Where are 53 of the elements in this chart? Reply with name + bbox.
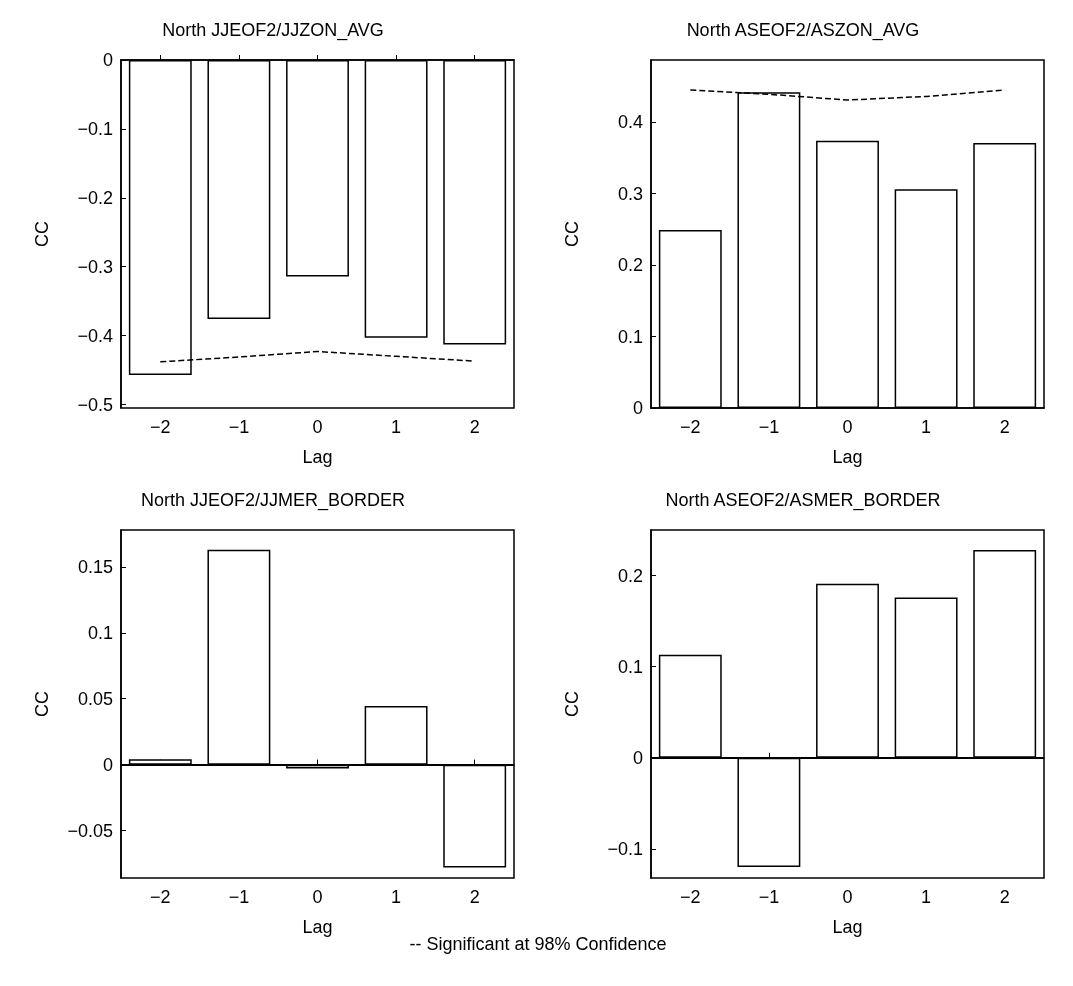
x-tick-label: 2 [469,887,480,907]
y-tick-label: 0 [102,50,113,70]
chart-title: North JJEOF2/JJZON_AVG [162,20,384,41]
x-tick-label: 1 [391,887,402,907]
x-tick-label: −2 [680,887,701,907]
x-tick-label: 1 [921,887,932,907]
x-axis-title: Lag [832,447,863,467]
x-tick-label: 1 [921,417,932,437]
y-tick-label: −0.2 [77,187,113,208]
y-tick-label: 0.1 [617,326,643,347]
x-axis-title: Lag [832,917,863,937]
y-axis-title: CC [32,691,52,717]
x-tick-label: 2 [469,417,480,437]
y-tick-label: 0 [632,747,643,768]
x-tick-label: 0 [312,887,323,907]
y-tick-label: 0.1 [87,622,113,643]
y-tick-label: 0.4 [617,112,643,133]
x-tick-label: −1 [758,417,780,437]
y-tick-label: 0.3 [617,183,643,204]
y-tick-label: 0.05 [77,688,113,709]
y-tick-label: −0.4 [77,325,113,346]
y-axis-title: CC [562,221,582,247]
x-tick-label: 2 [999,887,1010,907]
x-axis-title: Lag [302,447,333,467]
x-tick-label: 2 [999,417,1010,437]
x-tick-label: −2 [150,887,171,907]
chart-title: North ASEOF2/ASMER_BORDER [665,490,941,511]
y-tick-label: −0.1 [607,838,643,859]
y-tick-label: 0.2 [617,255,643,276]
y-axis-title: CC [562,691,582,717]
x-tick-label: −1 [758,887,780,907]
text: -- Significant at 98% Confidence [409,934,667,954]
y-tick-label: −0.1 [77,118,113,139]
x-tick-label: −2 [680,417,701,437]
y-tick-label: −0.3 [77,256,113,277]
y-tick-label: 0.2 [617,565,643,586]
x-tick-label: −1 [228,887,250,907]
y-axis-title: CC [32,221,52,247]
y-tick-label: 0 [102,754,113,775]
y-tick-label: 0.1 [617,656,643,677]
x-tick-label: 0 [842,887,853,907]
x-tick-label: 0 [842,417,853,437]
x-tick-label: −2 [150,417,171,437]
y-tick-label: 0.15 [77,556,113,577]
chart-title: North ASEOF2/ASZON_AVG [686,20,920,41]
x-tick-label: 1 [391,417,402,437]
y-tick-label: 0 [632,398,643,418]
y-tick-label: −0.05 [67,820,113,841]
chart-title: North JJEOF2/JJMER_BORDER [140,490,406,511]
x-tick-label: 0 [312,417,323,437]
x-axis-title: Lag [302,917,333,937]
y-tick-label: −0.5 [77,394,113,415]
x-tick-label: −1 [228,417,250,437]
